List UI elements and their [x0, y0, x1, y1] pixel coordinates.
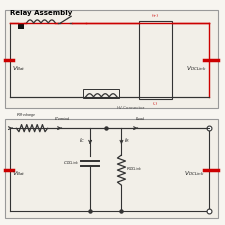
Text: $V_{Bat}$: $V_{Bat}$ — [12, 64, 26, 73]
Bar — [139, 21, 172, 99]
Text: $I_{Load}$: $I_{Load}$ — [135, 116, 146, 123]
Bar — [83, 89, 119, 98]
Text: (+): (+) — [152, 14, 159, 18]
Text: $R_{Precharge}$: $R_{Precharge}$ — [16, 111, 37, 120]
Text: $V_{DCLink}$: $V_{DCLink}$ — [184, 170, 204, 178]
Bar — [18, 23, 23, 29]
Text: $R_{DCLink}$: $R_{DCLink}$ — [126, 166, 142, 173]
Text: $V_{DCLink}$: $V_{DCLink}$ — [186, 64, 206, 73]
Text: $I_{Terminal}$: $I_{Terminal}$ — [54, 116, 71, 123]
Text: $I_R$: $I_R$ — [124, 136, 130, 145]
Text: HV-Connector: HV-Connector — [116, 106, 145, 110]
Text: (-): (-) — [153, 102, 158, 106]
Text: Relay Assembly: Relay Assembly — [10, 10, 72, 16]
Text: $V_{Bat}$: $V_{Bat}$ — [12, 170, 26, 178]
Bar — [5, 10, 218, 108]
Text: $C_{DCLink}$: $C_{DCLink}$ — [63, 159, 79, 166]
Text: $I_C$: $I_C$ — [79, 136, 86, 145]
Bar — [5, 119, 218, 218]
